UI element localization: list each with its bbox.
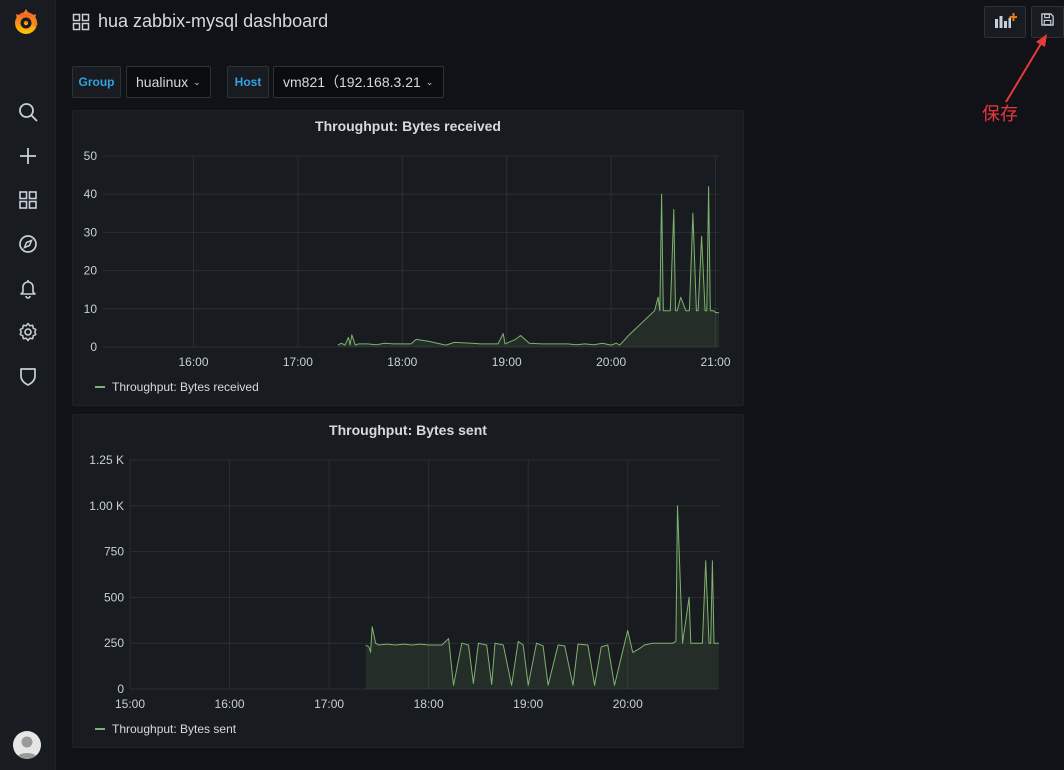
y-tick-label: 250 (104, 636, 124, 650)
x-tick-label: 17:00 (314, 697, 344, 711)
panel-title[interactable]: Throughput: Bytes sent (329, 422, 487, 438)
add-panel-icon (993, 11, 1018, 34)
grafana-logo-icon[interactable] (9, 5, 43, 39)
legend-item[interactable]: Throughput: Bytes sent (95, 722, 236, 736)
x-tick-label: 18:00 (414, 697, 444, 711)
chevron-down-icon: ⌄ (425, 76, 434, 87)
series-line[interactable] (337, 186, 719, 346)
y-tick-label: 0 (90, 340, 97, 354)
x-tick-label: 16:00 (178, 355, 208, 369)
y-tick-label: 500 (104, 590, 124, 604)
y-tick-label: 1.00 K (89, 499, 124, 513)
series-area (337, 186, 719, 347)
bell-icon[interactable] (14, 274, 42, 302)
y-tick-label: 750 (104, 545, 124, 559)
save-annotation-label: 保存 (982, 104, 1018, 125)
y-tick-label: 40 (84, 187, 98, 201)
user-avatar[interactable] (13, 731, 41, 759)
shield-icon[interactable] (14, 362, 42, 390)
x-tick-label: 16:00 (215, 697, 245, 711)
dashboard-title[interactable]: hua zabbix-mysql dashboard (98, 11, 329, 31)
y-tick-label: 30 (84, 225, 98, 239)
x-tick-label: 21:00 (701, 355, 731, 369)
x-tick-label: 20:00 (613, 697, 643, 711)
group-variable-value: hualinux (136, 74, 189, 90)
compass-icon[interactable] (14, 230, 42, 258)
dashboard-grid-icon (72, 13, 90, 31)
variable-label-group: Group (72, 66, 121, 98)
dashboards-grid-icon[interactable] (14, 186, 42, 214)
x-tick-label: 20:00 (596, 355, 626, 369)
y-tick-label: 20 (84, 264, 98, 278)
legend-item[interactable]: Throughput: Bytes received (95, 380, 259, 394)
panel-title[interactable]: Throughput: Bytes received (315, 118, 501, 134)
chevron-down-icon: ⌄ (193, 76, 201, 87)
x-tick-label: 19:00 (492, 355, 522, 369)
x-tick-label: 15:00 (115, 697, 145, 711)
y-tick-label: 50 (84, 149, 98, 163)
plus-icon[interactable] (14, 142, 42, 170)
top-bar: hua zabbix-mysql dashboard (56, 0, 1064, 46)
add-panel-button[interactable] (984, 6, 1026, 38)
save-dashboard-button[interactable] (1031, 6, 1064, 38)
y-tick-label: 10 (84, 302, 98, 316)
sidebar (0, 0, 56, 770)
chart-bytes-sent: 0 250 500 750 1.00 K 1.25 K 15:00 16:00 17:00 18:… (89, 453, 719, 711)
panel-bytes-sent[interactable]: Throughput: Bytes sent 0 250 500 750 1.00 K 1… (72, 414, 744, 748)
chart-bytes-received: 0 10 20 30 40 50 16:00 17:00 18:00 19:00 20:00 21:0… (84, 149, 731, 369)
panel-bytes-received[interactable]: Throughput: Bytes received 0 10 20 30 40 50 16… (72, 110, 744, 406)
legend-label: Throughput: Bytes received (112, 380, 259, 394)
host-variable-dropdown[interactable]: vm821（192.168.3.21 ⌄ (273, 66, 444, 98)
legend-label: Throughput: Bytes sent (112, 722, 237, 736)
series-line[interactable] (365, 505, 719, 686)
save-icon (1040, 12, 1055, 32)
variable-label-host: Host (227, 66, 269, 98)
y-tick-label: 0 (117, 682, 124, 696)
y-tick-label: 1.25 K (89, 453, 124, 467)
x-tick-label: 19:00 (513, 697, 543, 711)
host-variable-value: vm821（192.168.3.21 (283, 74, 421, 90)
gear-icon[interactable] (14, 318, 42, 346)
x-tick-label: 17:00 (283, 355, 313, 369)
legend-swatch (95, 728, 105, 730)
series-area (365, 505, 719, 689)
x-tick-label: 18:00 (387, 355, 417, 369)
legend-swatch (95, 386, 105, 388)
group-variable-dropdown[interactable]: hualinux ⌄ (126, 66, 211, 98)
search-icon[interactable] (14, 98, 42, 126)
